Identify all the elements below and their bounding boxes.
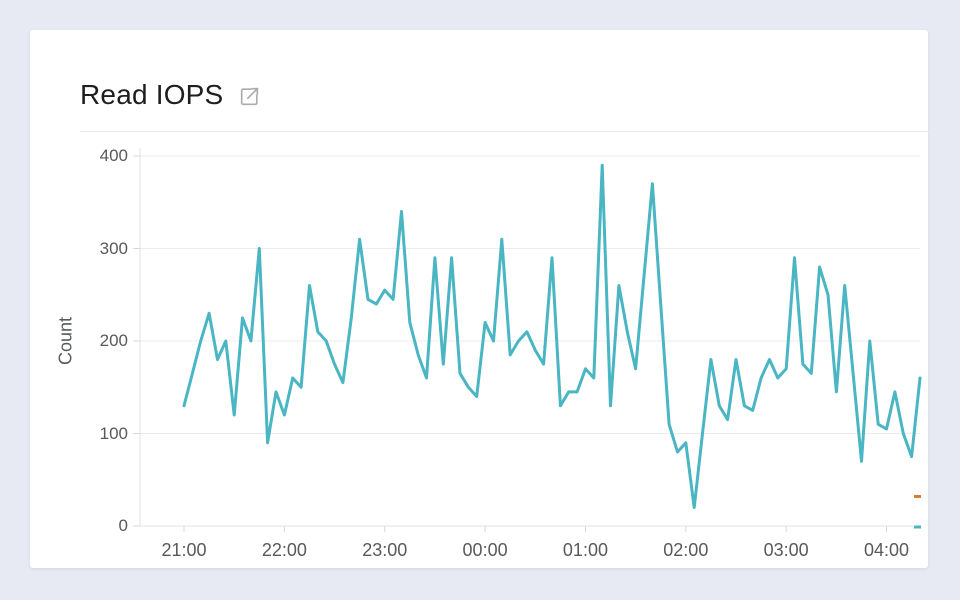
x-axis-tick-label: 03:00 bbox=[763, 540, 809, 560]
x-axis-tick-label: 22:00 bbox=[261, 540, 307, 560]
x-axis-tick-label: 04:00 bbox=[864, 540, 910, 560]
x-axis-tick-label: 23:00 bbox=[362, 540, 408, 560]
chart-title: Read IOPS bbox=[80, 79, 224, 110]
x-axis-tick-label: 02:00 bbox=[663, 540, 709, 560]
y-axis-tick-label: 100 bbox=[99, 423, 128, 443]
y-axis-tick-label: 300 bbox=[99, 238, 128, 258]
card-header: Read IOPS bbox=[80, 79, 262, 111]
external-link-icon[interactable] bbox=[237, 84, 262, 109]
x-axis-tick-label: 00:00 bbox=[462, 540, 508, 560]
chart-card: Read IOPS bbox=[30, 30, 938, 568]
y-axis-tick-label: 0 bbox=[118, 516, 128, 535]
y-axis-tick-label: 400 bbox=[99, 146, 128, 165]
x-axis-tick-label: 21:00 bbox=[161, 540, 207, 560]
y-axis-tick-label: 200 bbox=[99, 331, 128, 350]
header-divider bbox=[80, 131, 938, 132]
x-axis-tick-label: 01:00 bbox=[562, 540, 608, 560]
